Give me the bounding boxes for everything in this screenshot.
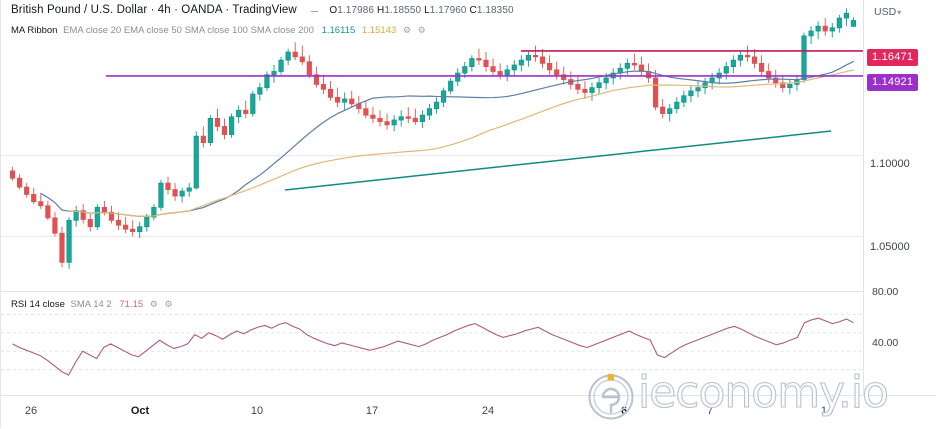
chevron-down-icon[interactable]: ▾ [897, 8, 902, 17]
time-axis-label: 26 [24, 405, 38, 417]
price-axis-label: 1.10000 [870, 158, 910, 170]
pane-divider [1, 291, 863, 292]
currency-label: USD [874, 6, 897, 18]
rsi-axis-label: 80.00 [872, 286, 899, 298]
time-axis-label: Oct [130, 405, 150, 417]
time-axis-label: 7 [706, 405, 714, 417]
rsi-plot [1, 313, 863, 376]
price-axis-label: 1.05000 [870, 241, 910, 253]
price-level-badge[interactable]: 1.14921 [867, 74, 919, 91]
candlestick-plot [1, 8, 863, 269]
price-pane[interactable] [1, 0, 863, 291]
time-axis-label: 17 [365, 405, 379, 417]
time-axis-label: 6 [620, 405, 628, 417]
rsi-axis-label: 40.00 [872, 337, 899, 349]
time-axis-label: 10 [250, 405, 264, 417]
price-level-badge[interactable]: 1.16471 [867, 49, 919, 66]
rsi-pane[interactable] [1, 292, 863, 395]
time-axis[interactable]: 26 Oct 10 17 24 6 7 14 [1, 395, 936, 429]
price-axis[interactable]: USD▾ 1.10000 1.05000 1.16471 1.14921 80.00 40… [863, 0, 936, 395]
currency-selector[interactable]: USD▾ [874, 6, 901, 18]
time-axis-label: 24 [481, 405, 495, 417]
time-axis-label: 14 [820, 405, 834, 417]
